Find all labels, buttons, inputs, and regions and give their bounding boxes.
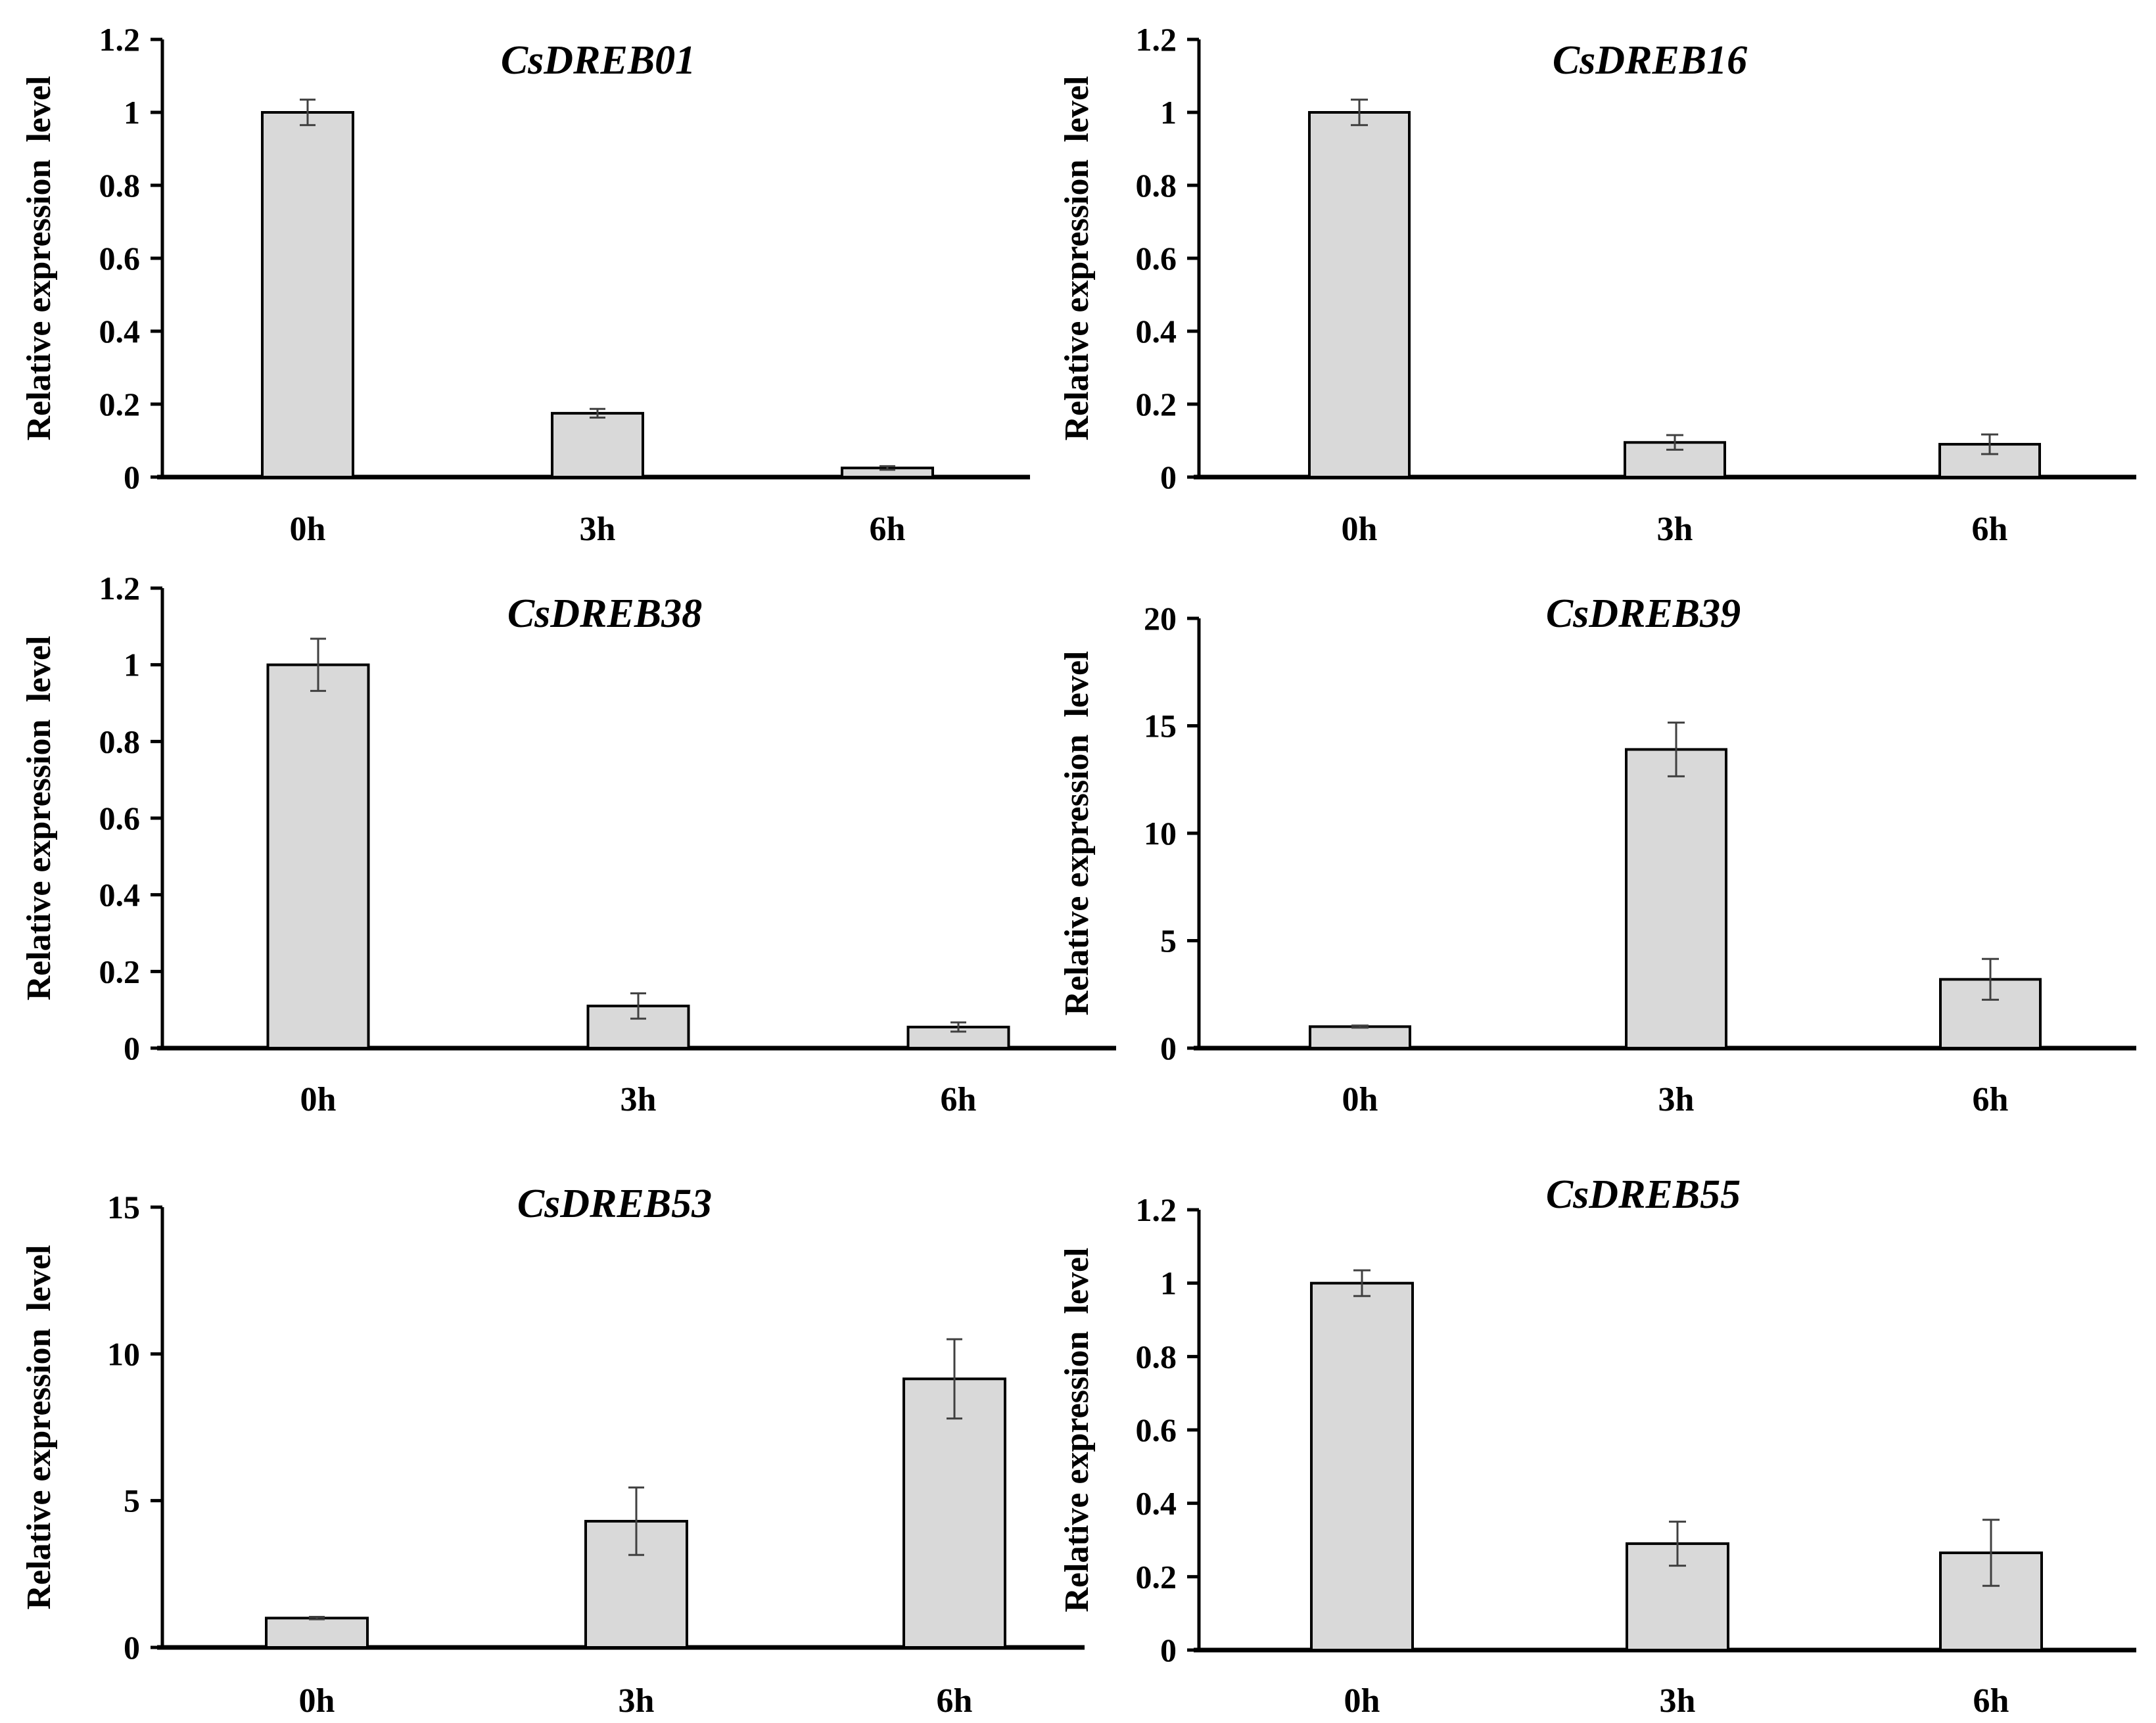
chart-title: CsDREB53 [517, 1182, 712, 1226]
y-tick-label: 5 [1160, 923, 1177, 959]
y-tick-label: 0.4 [99, 313, 141, 350]
y-tick-label: 0.4 [1136, 313, 1177, 350]
y-axis-label: Relative expression level [20, 635, 58, 1000]
y-tick-label: 0.8 [1136, 167, 1177, 204]
x-tick-label: 6h [937, 1682, 973, 1720]
y-tick-label: 0.2 [99, 953, 141, 990]
y-tick-label: 1 [1160, 94, 1177, 131]
x-tick-label: 6h [1973, 1081, 2009, 1118]
chart-title: CsDREB01 [501, 38, 695, 83]
y-axis-label: Relative expression level [20, 1245, 58, 1609]
chart-panel: 0 0.2 0.4 0.6 0.8 1 1.2 0h 3h 6h CsDREB38 Relative … [20, 570, 1116, 1118]
y-tick-label: 0.8 [1136, 1338, 1177, 1375]
y-tick-label: 0 [1160, 1632, 1177, 1668]
y-tick-label: 0.2 [1136, 386, 1177, 423]
y-tick-label: 1.2 [99, 570, 141, 607]
y-tick-label: 0.4 [1136, 1485, 1177, 1522]
y-axis-label: Relative expression level [1058, 1247, 1096, 1612]
chart-panel: 0 5 10 15 20 0h 3h 6h CsDREB39 Relative expressio… [1058, 591, 2136, 1118]
y-tick-label: 0.8 [99, 167, 141, 204]
x-tick-label: 0h [290, 511, 326, 548]
y-tick-label: 0.6 [1136, 240, 1177, 277]
y-tick-label: 0.6 [99, 240, 141, 277]
x-tick-label: 6h [941, 1081, 977, 1118]
chart-panel: 0 0.2 0.4 0.6 0.8 1 1.2 0h 3h 6h CsDREB55 Relative … [1058, 1172, 2136, 1720]
y-tick-label: 10 [1144, 815, 1177, 852]
y-tick-label: 1 [124, 94, 140, 131]
x-tick-label: 3h [619, 1682, 655, 1720]
y-tick-label: 5 [124, 1482, 140, 1519]
y-tick-label: 15 [1144, 708, 1177, 745]
x-tick-label: 0h [1342, 1081, 1378, 1118]
y-axis-label: Relative expression level [20, 76, 58, 440]
y-tick-label: 15 [107, 1189, 140, 1226]
y-axis-label: Relative expression level [1058, 76, 1096, 440]
y-tick-label: 0.2 [99, 386, 141, 423]
y-tick-label: 1.2 [99, 21, 141, 58]
x-tick-label: 0h [299, 1682, 335, 1720]
y-axis-label: Relative expression level [1058, 651, 1096, 1015]
x-tick-label: 6h [1973, 1682, 2009, 1720]
bar [1625, 748, 1727, 1049]
y-tick-label: 0 [1160, 1030, 1177, 1067]
y-tick-label: 1.2 [1136, 21, 1177, 58]
chart-panels: 0 0.2 0.4 0.6 0.8 1 1.2 0h 3h 6h CsDREB01 Relative … [20, 21, 2136, 1720]
x-tick-label: 0h [1342, 511, 1378, 548]
x-tick-label: 3h [1660, 1682, 1696, 1720]
y-tick-label: 0.6 [1136, 1412, 1177, 1448]
y-tick-label: 0.8 [99, 723, 141, 760]
y-tick-label: 1.2 [1136, 1191, 1177, 1228]
bar [1310, 1281, 1414, 1651]
chart-title: CsDREB38 [507, 591, 702, 636]
chart-panel: 0 0.2 0.4 0.6 0.8 1 1.2 0h 3h 6h CsDREB01 Relative … [20, 21, 1030, 548]
bar [1309, 1025, 1411, 1050]
y-tick-label: 0 [124, 459, 140, 495]
y-tick-label: 1 [1160, 1265, 1177, 1302]
y-tick-label: 0 [1160, 459, 1177, 495]
x-tick-label: 6h [1972, 511, 2008, 548]
y-tick-label: 10 [107, 1335, 140, 1372]
x-tick-label: 6h [870, 511, 906, 548]
y-tick-label: 0 [124, 1629, 140, 1666]
y-tick-label: 0.4 [99, 877, 141, 913]
chart-panel: 0 0.2 0.4 0.6 0.8 1 1.2 0h 3h 6h CsDREB16 Relative … [1058, 21, 2136, 548]
x-tick-label: 0h [300, 1081, 337, 1118]
x-tick-label: 3h [580, 511, 616, 548]
y-tick-label: 1 [124, 647, 140, 683]
bar [266, 663, 370, 1049]
x-tick-label: 3h [621, 1081, 657, 1118]
y-tick-label: 0 [124, 1030, 140, 1067]
chart-panel: 0 5 10 15 0h 3h 6h CsDREB53 Relative expression … [20, 1182, 1085, 1720]
bar [265, 1617, 369, 1649]
y-tick-label: 0.6 [99, 800, 141, 837]
x-tick-label: 3h [1658, 1081, 1695, 1118]
bar [1308, 111, 1411, 478]
bar [261, 111, 354, 478]
chart-title: CsDREB55 [1546, 1172, 1741, 1217]
bar [551, 411, 644, 478]
x-tick-label: 0h [1344, 1682, 1380, 1720]
y-tick-label: 0.2 [1136, 1558, 1177, 1595]
y-tick-label: 20 [1144, 600, 1177, 637]
chart-title: CsDREB16 [1553, 38, 1747, 83]
chart-title: CsDREB39 [1546, 591, 1741, 636]
x-tick-label: 3h [1657, 511, 1693, 548]
